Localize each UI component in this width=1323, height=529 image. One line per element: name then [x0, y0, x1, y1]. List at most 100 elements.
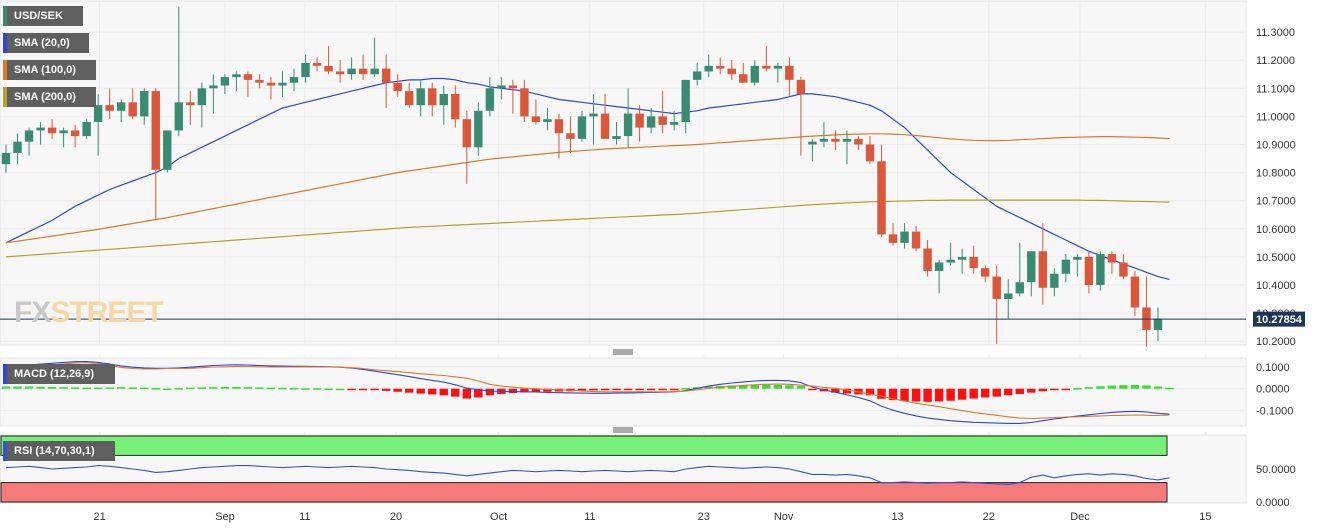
legend-symbol-swatch: [3, 6, 7, 26]
date-axis: 21 Sep 11 20 Oct 11 23 Nov 13 22 Dec 15: [93, 511, 1211, 523]
candle-body: [186, 102, 195, 106]
macd-histogram-bar: [232, 386, 241, 389]
rsi-oversold-band: [0, 482, 1168, 503]
candle-body: [520, 88, 529, 117]
price-tick-label: 10.9000: [1256, 139, 1296, 151]
sma100-line: [5, 133, 1170, 244]
macd-histogram-bar: [739, 385, 748, 389]
candle-body: [232, 74, 241, 78]
main-panel: 11.3000 11.2000 11.1000 11.0000 10.9000 10.80…: [0, 0, 1305, 503]
macd-histogram-bar: [163, 388, 172, 390]
candle-body: [289, 77, 299, 83]
candle-body: [612, 136, 621, 139]
macd-histogram-bar: [36, 386, 45, 389]
macd-histogram-bar: [865, 388, 875, 396]
candle-body: [266, 82, 276, 86]
macd-histogram-bar: [1096, 386, 1105, 389]
date-tick-label: 11: [299, 511, 310, 523]
macd-histogram-bar: [969, 388, 978, 399]
date-tick-label: 22: [983, 511, 995, 523]
macd-histogram-bar: [750, 384, 759, 389]
legend-sma20-label: SMA (20,0): [14, 37, 70, 49]
macd-histogram-bar: [70, 387, 80, 389]
legend-sma20: SMA (20,0): [3, 33, 89, 53]
price-tick-label: 10.5000: [1256, 252, 1296, 264]
macd-histogram-bar: [174, 388, 183, 390]
macd-histogram-bar: [946, 388, 955, 401]
macd-histogram-bar: [842, 388, 852, 394]
date-tick-label: 23: [698, 511, 710, 523]
price-axis: 11.3000 11.2000 11.1000 11.0000 10.9000 10.80…: [1256, 27, 1296, 348]
candle-body: [831, 138, 840, 142]
macd-histogram-bar: [923, 388, 932, 402]
legend-sma100: SMA (100,0): [3, 60, 96, 80]
candle-body: [1153, 318, 1163, 330]
candle-body: [82, 122, 91, 137]
macd-histogram-bar: [600, 388, 610, 391]
candle-body: [59, 130, 68, 134]
candle-body: [750, 65, 759, 83]
candle-body: [105, 105, 114, 111]
date-tick-label: 13: [891, 511, 903, 523]
macd-histogram-bar: [47, 386, 57, 389]
price-tick-label: 10.2000: [1256, 336, 1296, 348]
macd-histogram-bar: [197, 387, 207, 389]
candle-body: [1015, 282, 1024, 294]
candle-body: [543, 119, 552, 123]
date-tick-label: 15: [1199, 511, 1211, 523]
candle-body: [1050, 273, 1059, 288]
candle-body: [957, 256, 967, 260]
legend-sma200-swatch: [3, 87, 7, 107]
macd-histogram-bar: [543, 388, 552, 392]
legend-symbol-label: USD/SEK: [14, 10, 63, 22]
macd-histogram-bar: [93, 387, 103, 390]
candle-body: [474, 110, 483, 148]
price-tick-label: 11.3000: [1256, 27, 1295, 39]
candle-body: [808, 141, 817, 145]
legend-macd-swatch: [3, 364, 7, 384]
candle-body: [209, 85, 218, 89]
candle-body: [163, 130, 172, 170]
macd-histogram-bar: [128, 387, 137, 389]
macd-histogram-bar: [646, 388, 656, 391]
legend-sma200: SMA (200,0): [3, 87, 96, 107]
pane-divider-1: [613, 349, 633, 355]
candle-body: [623, 113, 633, 137]
macd-histogram-bar: [1084, 387, 1094, 389]
candle-body: [842, 138, 852, 142]
macd-histogram-bar: [117, 387, 126, 389]
macd-histogram-bar: [416, 388, 425, 394]
macd-histogram-bar: [1038, 388, 1047, 392]
date-tick-label: Oct: [490, 511, 507, 523]
date-tick-label: Sep: [215, 511, 235, 523]
candle-body: [773, 65, 783, 69]
candle-body: [865, 144, 875, 162]
candle-body: [1119, 262, 1128, 277]
macd-histogram-bar: [439, 388, 448, 396]
price-tick-label: 10.6000: [1256, 224, 1296, 236]
candle-body: [658, 116, 667, 125]
macd-histogram-bar: [888, 388, 898, 401]
date-tick-label: 21: [93, 511, 105, 523]
candle-body: [981, 268, 990, 277]
candle-body: [1096, 254, 1105, 285]
candle-body: [819, 138, 829, 142]
macd-panel: 0.1000 0.0000 -0.1000: [0, 357, 1293, 427]
candle-body: [312, 63, 322, 66]
candle-body: [1004, 293, 1013, 300]
sma20-line: [5, 77, 1170, 280]
candle-body: [716, 65, 725, 69]
candle-body: [1130, 276, 1140, 308]
macd-histogram-bar: [485, 388, 495, 396]
legend-macd-label: MACD (12,26,9): [14, 368, 95, 380]
candle-body: [393, 82, 402, 92]
candle-body: [969, 256, 978, 269]
candle-body: [358, 68, 368, 75]
candle-body: [381, 68, 391, 83]
macd-histogram-bar: [762, 384, 771, 389]
candle-body: [1027, 251, 1036, 283]
macd-histogram-bar: [370, 388, 379, 391]
macd-histogram-bar: [474, 388, 483, 398]
macd-histogram-bar: [405, 388, 414, 393]
candle-body: [600, 113, 610, 139]
